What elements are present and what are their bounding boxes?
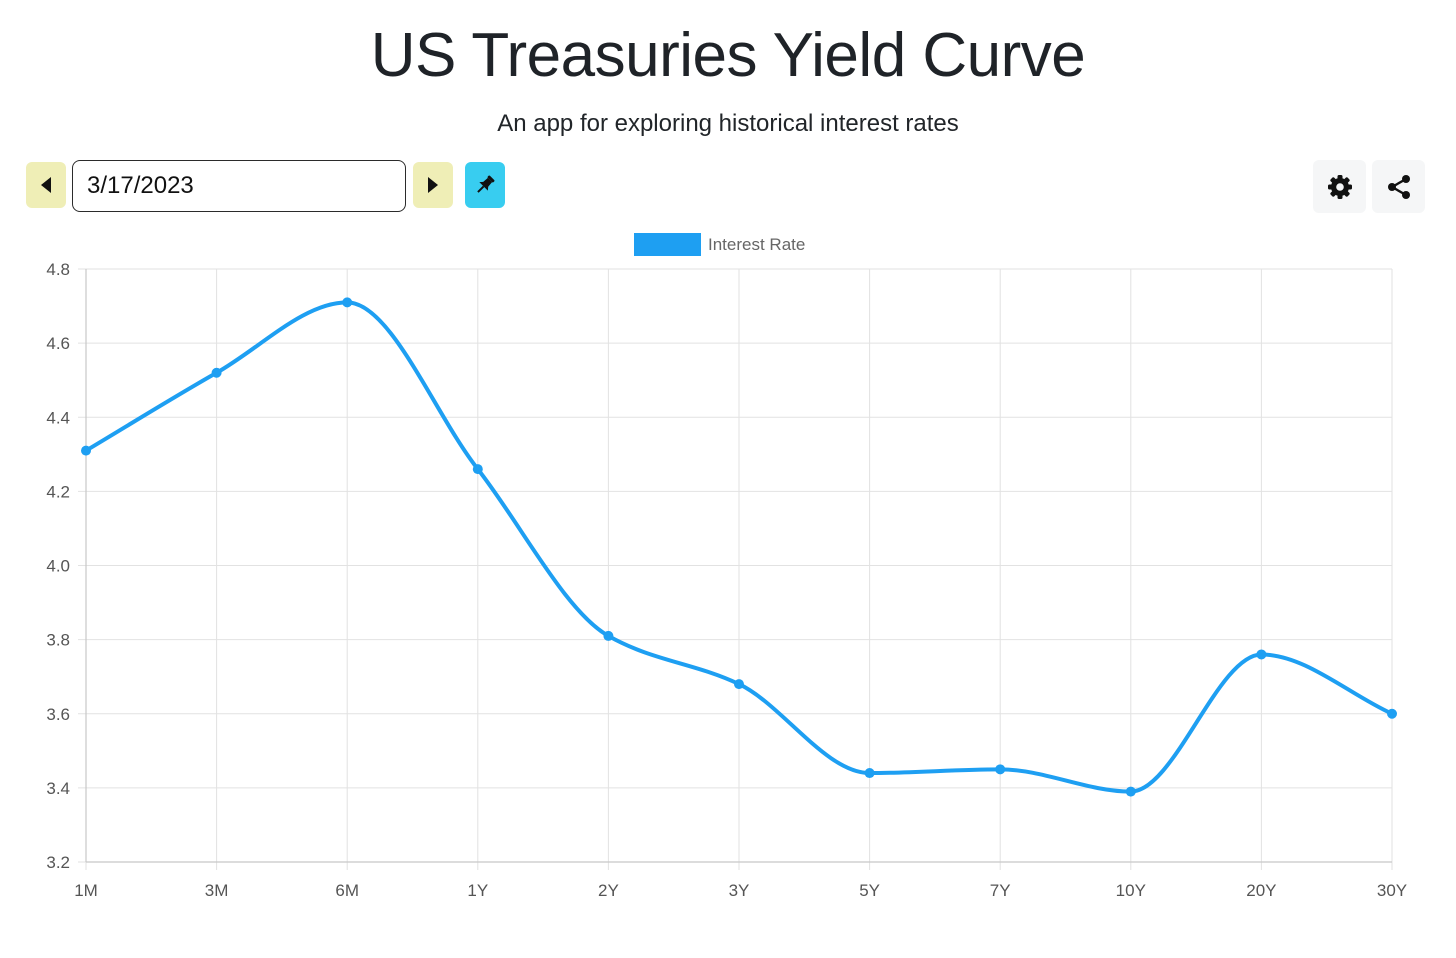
gear-icon [1327,174,1352,199]
x-tick-label: 10Y [1116,881,1146,900]
next-date-button[interactable] [413,162,453,208]
y-tick-label: 3.2 [46,853,70,872]
pin-button[interactable] [465,162,505,208]
data-point [995,764,1006,775]
x-tick-label: 5Y [859,881,880,900]
data-point [81,445,91,456]
caret-left-icon [41,177,51,193]
data-point [472,464,483,475]
y-tick-label: 4.2 [46,482,70,501]
x-tick-label: 6M [335,881,359,900]
chart-legend: Interest Rate [634,233,805,256]
data-point [1387,708,1397,719]
y-tick-label: 3.8 [46,631,70,650]
x-tick-label: 2Y [598,881,619,900]
legend-swatch [634,233,701,256]
x-tick-label: 1M [74,881,98,900]
y-tick-label: 4.0 [46,557,70,576]
legend-label: Interest Rate [708,235,805,254]
chart-grid [78,268,1393,870]
data-point [211,367,222,378]
share-icon [1387,174,1410,199]
data-point [603,630,614,641]
x-tick-label: 20Y [1246,881,1276,900]
date-input[interactable] [72,160,406,212]
caret-right-icon [428,177,438,193]
data-point [342,297,353,308]
y-tick-label: 4.4 [46,408,70,427]
data-point [734,679,744,690]
data-point [864,768,875,779]
y-tick-label: 3.6 [46,705,70,724]
y-tick-label: 3.4 [46,779,70,798]
page-subtitle: An app for exploring historical interest… [497,110,959,137]
data-point [1125,786,1136,797]
toolbar [0,160,1456,216]
y-tick-label: 4.8 [46,260,70,279]
share-button[interactable] [1372,160,1425,213]
y-tick-label: 4.6 [46,334,70,353]
x-tick-label: 30Y [1377,881,1407,900]
chart-axes: 3.2 3.4 3.6 3.8 4.0 4.2 4.4 4.6 4.8 1M 3M 6M 1Y 2Y 3Y 5… [46,260,1407,900]
page-title: US Treasuries Yield Curve [370,21,1086,90]
x-tick-label: 3Y [729,881,750,900]
yield-curve-chart: 3.2 3.4 3.6 3.8 4.0 4.2 4.4 4.6 4.8 1M 3M 6M 1Y 2Y 3Y 5… [46,233,1407,900]
x-tick-label: 3M [205,881,229,900]
x-tick-label: 1Y [467,881,488,900]
series-interest-rate [81,297,1397,797]
data-point [1256,649,1267,660]
settings-button[interactable] [1313,160,1366,213]
x-tick-label: 7Y [990,881,1011,900]
previous-date-button[interactable] [26,162,66,208]
pin-icon [477,175,495,193]
